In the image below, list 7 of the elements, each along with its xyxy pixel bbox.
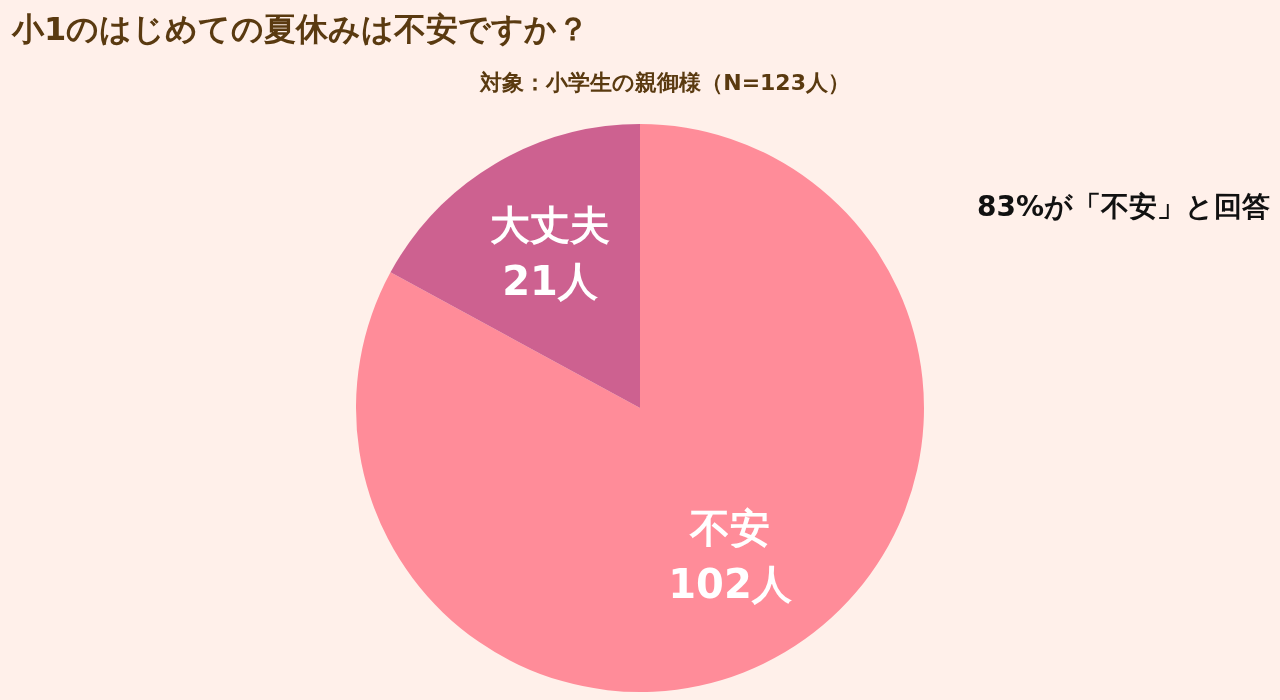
data-label: 21人 [502,258,599,305]
chart-subtitle: 対象：小学生の親御様（N=123人） [480,69,850,97]
slice-label: 不安 [688,504,770,551]
chart-title: 小1のはじめての夏休みは不安ですか？ [12,9,590,50]
slice-label: 大丈夫 [490,202,611,249]
text: 83%が「不安」と回答 [976,189,1270,225]
data-label: 102人 [668,560,793,607]
